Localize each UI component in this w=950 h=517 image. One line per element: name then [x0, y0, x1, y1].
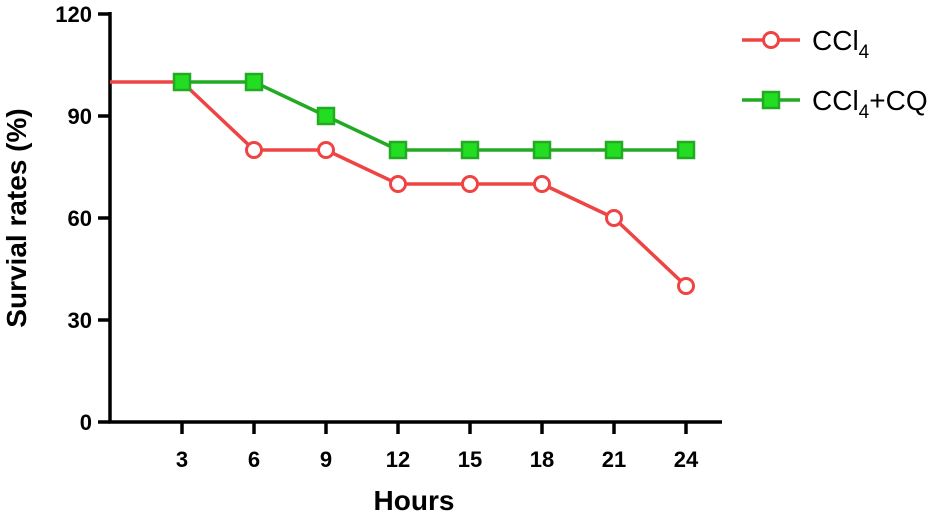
data-point: [677, 277, 695, 295]
series-ccl4: [110, 73, 695, 295]
x-tick-label: 9: [320, 447, 332, 472]
legend-label: CCl4+CQ: [812, 85, 928, 123]
data-point: [244, 72, 264, 92]
x-tick-label: 12: [386, 447, 410, 472]
series-line: [182, 80, 686, 152]
data-point: [605, 209, 623, 227]
legend-marker: [761, 90, 781, 110]
x-tick-label: 6: [248, 447, 260, 472]
data-point: [316, 106, 336, 126]
series-layer: [110, 72, 696, 295]
data-point: [172, 72, 192, 92]
data-point: [461, 175, 479, 193]
legend-marker: [762, 31, 780, 49]
data-point: [532, 140, 552, 160]
data-point: [676, 140, 696, 160]
series-ccl4-cq: [172, 72, 696, 160]
x-tick-label: 3: [176, 447, 188, 472]
data-point: [389, 175, 407, 193]
x-tick-label: 21: [602, 447, 626, 472]
legend-label: CCl4: [812, 25, 870, 63]
data-point: [533, 175, 551, 193]
y-tick-label: 60: [68, 206, 92, 231]
x-axis-title: Hours: [374, 485, 455, 516]
axes: 0 30 60 90 120 3 6 9 12 15 18 21 24: [55, 2, 722, 472]
y-axis-title: Survial rates (%): [1, 108, 32, 327]
legend-entry: CCl4+CQ: [742, 85, 928, 123]
data-point: [317, 141, 335, 159]
y-tick-label: 30: [68, 308, 92, 333]
data-point: [460, 140, 480, 160]
data-point: [604, 140, 624, 160]
data-point: [388, 140, 408, 160]
x-tick-label: 15: [458, 447, 482, 472]
y-tick-label: 120: [55, 2, 92, 27]
data-point: [245, 141, 263, 159]
legend: CCl4 CCl4+CQ: [742, 25, 928, 123]
y-tick-label: 90: [68, 104, 92, 129]
x-tick-label: 18: [530, 447, 554, 472]
x-tick-label: 24: [674, 447, 699, 472]
y-tick-label: 0: [80, 410, 92, 435]
legend-entry: CCl4: [742, 25, 870, 63]
